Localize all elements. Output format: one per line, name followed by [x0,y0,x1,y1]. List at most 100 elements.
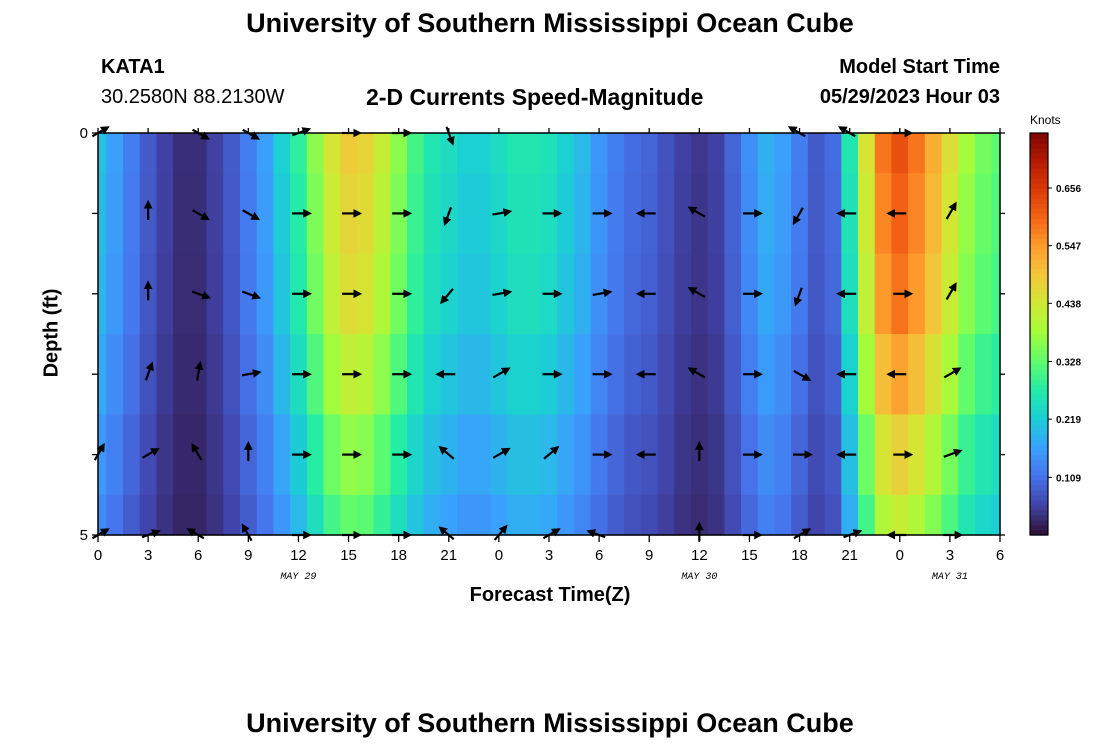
colorbar-segment [1030,379,1048,385]
colorbar-segment [1030,223,1048,230]
heatmap-cell [173,173,191,255]
heatmap-cell [223,133,241,174]
heatmap-cell [440,133,458,174]
heatmap-cell [874,494,893,536]
heatmap-cell [807,414,826,496]
heatmap-cell [407,414,425,496]
colorbar-segment [1030,434,1048,441]
heatmap-cell [223,414,241,496]
colorbar-segment [1030,278,1048,285]
heatmap-cell [807,494,826,536]
current-arrow [242,209,261,221]
heatmap-cell [273,334,291,415]
x-tick-label: 15 [741,547,758,564]
heatmap-cell [273,494,291,536]
colorbar-segment [1030,148,1048,154]
colorbar-segment [1030,519,1048,526]
current-arrow [492,208,513,217]
heatmap-cell [356,133,375,174]
heatmap-cell [407,253,425,335]
heatmap-cell [306,173,325,255]
heatmap-cell [824,494,842,536]
heatmap-cell [323,334,341,415]
current-arrow [793,287,803,307]
heatmap-cell [941,133,959,174]
heatmap-cell [106,173,124,255]
footer-title: University of Southern Mississippi Ocean… [246,708,854,738]
heatmap-cell [657,414,675,496]
heatmap-cell [807,334,826,415]
heatmap-cell [674,173,692,255]
heatmap-cell [958,494,976,536]
heatmap-cell [223,173,241,255]
heatmap-cell [256,173,274,255]
heatmap-cell [507,253,525,335]
heatmap-cell [774,494,792,536]
heatmap-cell [173,494,191,536]
heatmap-cell [774,334,792,415]
colorbar-segment [1030,218,1048,225]
heatmap-cell [707,133,725,174]
heatmap-cell [757,494,776,536]
x-tick-label: 12 [691,547,708,564]
heatmap-cell [423,334,442,415]
heatmap-cell [974,414,993,496]
x-tick-label: 21 [841,547,858,564]
heatmap-cell [273,133,291,174]
colorbar-tick-label: 0.656 [1056,184,1081,195]
heatmap-cell [306,133,325,174]
heatmap-cell [206,133,224,174]
heatmap-cell [841,494,859,536]
heatmap-cell [390,494,408,536]
colorbar-segment [1030,399,1048,405]
colorbar-segment [1030,213,1048,220]
heatmap-cell [674,133,692,174]
heatmap-cell [356,253,375,335]
heatmap-cell [323,494,341,536]
heatmap-cell [757,414,776,496]
heatmap-cell [724,334,742,415]
heatmap-cell [924,133,943,174]
x-tick-label: 3 [545,547,553,564]
heatmap-cell [991,414,1001,496]
y-tick-label: 5 [80,527,88,544]
heatmap-cell [457,253,475,335]
x-tick-label: 9 [244,547,252,564]
heatmap-cell [958,173,976,255]
heatmap-cell [774,253,792,335]
page-title: University of Southern Mississippi Ocean… [246,8,854,38]
x-tick-label: 12 [290,547,307,564]
heatmap-cell [557,414,575,496]
heatmap-cell [106,494,124,536]
heatmap-cell [624,133,642,174]
heatmap-cell [574,334,592,415]
heatmap-cell [640,133,659,174]
heatmap-cell [256,494,274,536]
heatmap-cell [707,494,725,536]
heatmap-cell [123,494,141,536]
heatmap-cell [791,494,809,536]
colorbar-segment [1030,474,1048,481]
heatmap-cell [373,414,391,496]
heatmap-cell [624,494,642,536]
heatmap-cell [306,494,325,536]
heatmap-cell [323,133,341,174]
colorbar-tick-label: 0.547 [1056,242,1081,253]
colorbar-segment [1030,228,1048,235]
date-label: MAY 31 [932,572,968,583]
heatmap-cell [290,494,308,536]
colorbar-segment [1030,344,1048,350]
heatmap-cell [574,253,592,335]
colorbar-segment [1030,138,1048,144]
heatmap-cell [991,133,1001,174]
colorbar-segment [1030,208,1048,214]
colorbar-segment [1030,354,1048,360]
heatmap-cell [440,494,458,536]
heatmap-cell [858,173,876,255]
heatmap-cell [824,133,842,174]
heatmap-cell [340,494,358,536]
heatmap-cell [908,414,926,496]
heatmap-cell [507,494,525,536]
colorbar-segment [1030,183,1048,189]
heatmap-cell [724,173,742,255]
